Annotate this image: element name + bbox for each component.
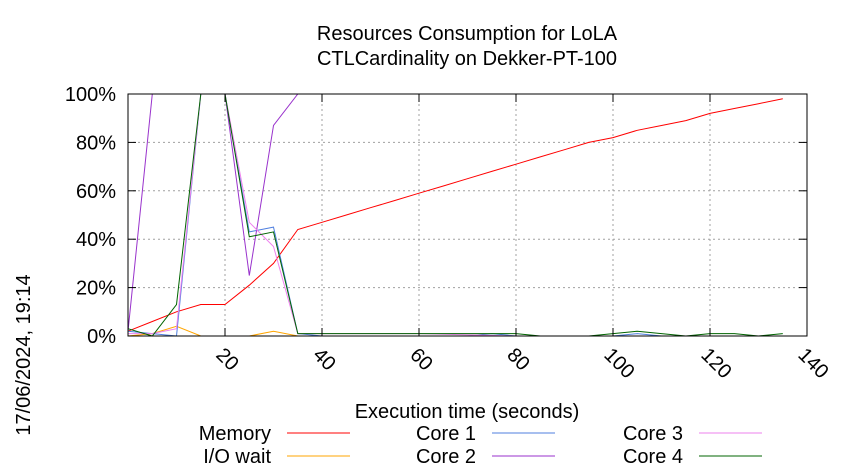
chart-title-line1: Resources Consumption for LoLA [317, 23, 618, 45]
legend-label-i-o-wait: I/O wait [203, 446, 271, 468]
legend-label-memory: Memory [199, 423, 271, 445]
series-line-core-3 [128, 93, 783, 337]
y-tick-label: 20% [76, 278, 116, 300]
x-axis: 20 40 60 80 100 120 140 [211, 94, 833, 383]
series-lines [127, 93, 783, 337]
timestamp-label: 17/06/2024, 19:14 [13, 274, 35, 435]
legend-label-core-3: Core 3 [623, 423, 683, 445]
legend-label-core-2: Core 2 [416, 446, 476, 468]
x-tick-label: 100 [599, 344, 638, 383]
x-tick-label: 140 [793, 344, 832, 383]
y-tick-label: 40% [76, 229, 116, 251]
x-axis-label: Execution time (seconds) [355, 401, 580, 423]
x-tick-label: 40 [308, 344, 339, 375]
legend-label-core-4: Core 4 [623, 446, 683, 468]
x-tick-label: 60 [405, 344, 436, 375]
x-tick-label: 20 [211, 344, 242, 375]
series-line-core-2 [127, 93, 783, 332]
x-tick-label: 80 [502, 344, 533, 375]
grid [128, 94, 807, 336]
chart-title-line2: CTLCardinality on Dekker-PT-100 [317, 48, 617, 70]
x-tick-label: 120 [696, 344, 735, 383]
series-line-core-4 [127, 93, 783, 337]
y-tick-label: 80% [76, 132, 116, 154]
plot-frame [127, 93, 808, 337]
series-line-core-1 [127, 93, 783, 337]
y-tick-label: 100% [65, 84, 116, 106]
legend-label-core-1: Core 1 [416, 423, 476, 445]
series-line-memory [127, 98, 783, 332]
y-tick-label: 60% [76, 181, 116, 203]
y-axis: 0% 20% 40% 60% 80% 100% [65, 84, 807, 348]
y-tick-label: 0% [87, 326, 116, 348]
